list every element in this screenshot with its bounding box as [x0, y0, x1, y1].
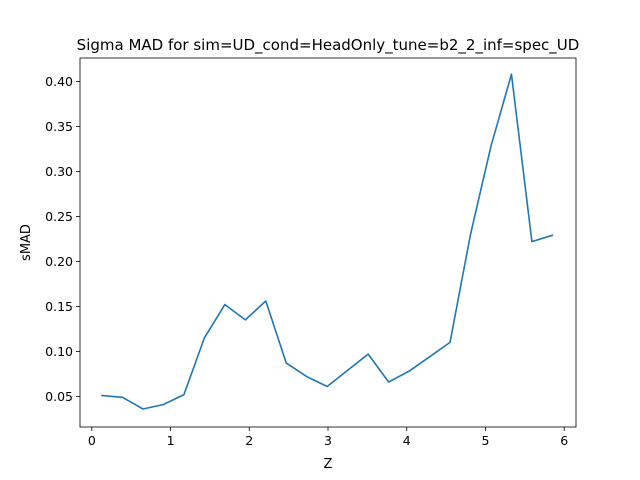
- y-tick-label: 0.30: [45, 164, 73, 179]
- y-tick-label: 0.15: [45, 299, 73, 314]
- plot-frame: [79, 57, 577, 428]
- y-tick-label: 0.20: [45, 254, 73, 269]
- x-axis-label: Z: [324, 457, 333, 472]
- x-tick-label: 1: [167, 433, 175, 448]
- y-tick-label: 0.40: [45, 74, 73, 89]
- series-layer: [101, 73, 554, 410]
- x-tick-label: 6: [560, 433, 568, 448]
- ticks-layer: 0 1 2 3 4 5 6 0.05 0.10 0.15 0.20 0.25 0.30 0.35 0.40: [45, 74, 568, 448]
- x-tick-label: 4: [403, 433, 411, 448]
- y-tick-label: 0.35: [45, 119, 73, 134]
- chart-title: Sigma MAD for sim=UD_cond=HeadOnly_tune=…: [77, 36, 580, 55]
- x-tick-label: 0: [88, 433, 96, 448]
- series-line: [101, 73, 554, 410]
- y-tick-label: 0.05: [45, 389, 73, 404]
- x-tick-label: 5: [481, 433, 489, 448]
- x-tick-label: 2: [245, 433, 253, 448]
- x-tick-label: 3: [324, 433, 332, 448]
- y-axis-label: sMAD: [19, 224, 34, 261]
- plot-area: [80, 58, 576, 427]
- y-tick-label: 0.25: [45, 209, 73, 224]
- y-tick-label: 0.10: [45, 344, 73, 359]
